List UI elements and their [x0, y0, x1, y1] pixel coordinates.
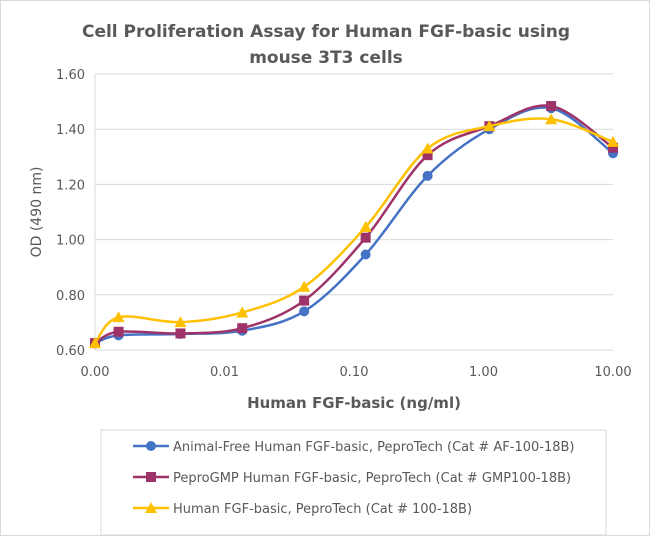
data-point-triangle: [145, 502, 157, 513]
legend-box: [100, 429, 607, 535]
x-tick-label: 0.10: [340, 365, 369, 380]
data-point-triangle: [483, 120, 496, 132]
data-point-triangle: [607, 135, 619, 147]
y-tick-label: 1.20: [56, 178, 85, 193]
x-tick-label: 0.00: [81, 365, 110, 380]
y-tick-label: 0.80: [56, 289, 85, 304]
data-point-triangle: [174, 316, 187, 328]
legend-label: PeproGMP Human FGF-basic, PeproTech (Cat…: [173, 471, 571, 486]
series-line: [94, 104, 614, 345]
data-point-square: [422, 150, 433, 161]
data-point-square: [237, 323, 248, 334]
series-line: [93, 117, 614, 344]
legend-label: Human FGF-basic, PeproTech (Cat # 100-18…: [173, 502, 472, 517]
series-circle: [90, 103, 618, 349]
series-triangle: [89, 113, 619, 349]
x-tick-label: 10.00: [594, 365, 631, 380]
y-axis-label: OD (490 nm): [29, 167, 45, 258]
data-point-square: [608, 142, 618, 153]
legend-item: PeproGMP Human FGF-basic, PeproTech (Cat…: [133, 471, 571, 486]
data-point-square: [175, 328, 186, 339]
y-tick-label: 1.00: [56, 234, 85, 249]
x-tick-label: 0.01: [210, 365, 239, 380]
data-point-circle: [360, 249, 371, 260]
chart-title-line-2: mouse 3T3 cells: [249, 48, 403, 68]
data-point-square: [146, 472, 156, 482]
data-point-triangle: [359, 220, 372, 232]
data-point-square: [546, 101, 557, 112]
legend-label: Animal-Free Human FGF-basic, PeproTech (…: [173, 440, 575, 455]
legend-item: Animal-Free Human FGF-basic, PeproTech (…: [133, 440, 575, 455]
data-point-triangle: [112, 311, 125, 323]
data-point-square: [360, 232, 371, 243]
data-point-triangle: [236, 306, 249, 318]
y-tick-label: 0.60: [56, 344, 85, 359]
y-tick-label: 1.40: [56, 123, 85, 138]
series-line: [94, 106, 614, 345]
data-point-triangle: [89, 337, 101, 349]
data-point-square: [299, 295, 310, 306]
data-point-square: [113, 326, 124, 337]
series-square: [90, 101, 618, 349]
chart-title-line-1: Cell Proliferation Assay for Human FGF-b…: [82, 22, 570, 42]
data-point-triangle: [421, 142, 434, 154]
x-axis-label: Human FGF-basic (ng/ml): [247, 394, 461, 412]
data-point-triangle: [545, 113, 558, 125]
y-tick-label: 1.60: [56, 68, 85, 83]
data-point-circle: [422, 170, 433, 181]
legend-item: Human FGF-basic, PeproTech (Cat # 100-18…: [133, 502, 472, 517]
data-point-triangle: [298, 280, 311, 292]
x-tick-label: 1.00: [469, 365, 498, 380]
data-point-circle: [146, 441, 156, 451]
data-point-circle: [299, 306, 310, 317]
